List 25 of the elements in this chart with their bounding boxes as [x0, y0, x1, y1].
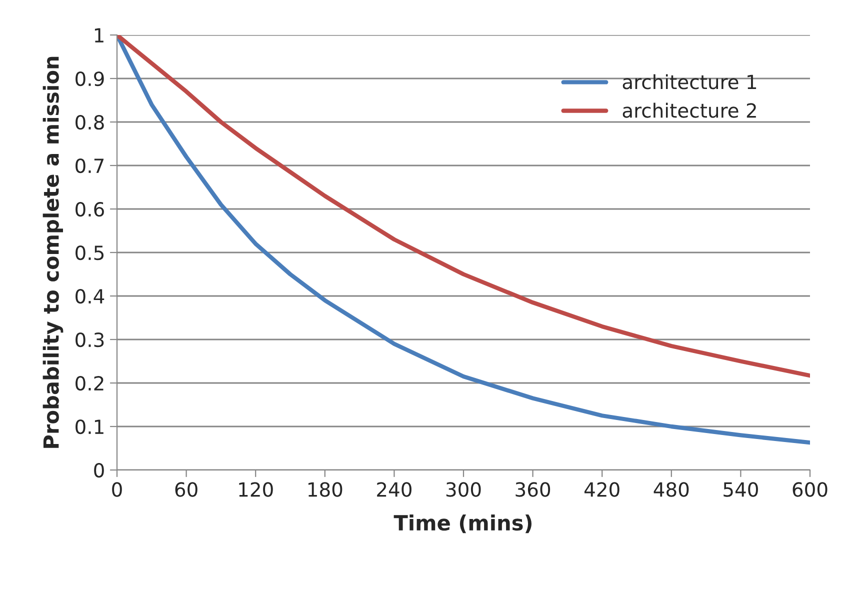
y-axis-title: Probability to complete a mission: [42, 56, 64, 448]
y-tick-label: 0: [94, 462, 104, 478]
x-tick-label: 360: [516, 482, 550, 497]
y-tick-label: 1: [94, 28, 104, 42]
y-tick-label: 0.6: [76, 202, 104, 217]
y-tick-label: 0.9: [76, 71, 104, 86]
y-tick-label: 0.3: [76, 332, 104, 348]
y-tick-label: 0.5: [76, 245, 104, 260]
y-tick-label: 0.8: [76, 114, 104, 130]
x-tick-label: 240: [377, 482, 412, 497]
x-tick-label: 120: [239, 482, 273, 497]
y-tick-label: 0.1: [76, 419, 104, 434]
x-tick-label: 0: [112, 482, 122, 497]
legend-label: architecture 2: [622, 102, 756, 118]
x-tick-label: 480: [654, 482, 689, 497]
x-tick-label: 600: [792, 482, 828, 497]
y-tick-label: 0.2: [76, 376, 104, 391]
x-axis-title: Time (mins): [394, 514, 532, 534]
x-tick-label: 540: [724, 482, 758, 497]
x-tick-label: 60: [175, 482, 198, 497]
x-tick-label: 300: [446, 482, 481, 497]
y-tick-label: 0.4: [76, 288, 104, 304]
x-tick-label: 420: [584, 482, 620, 497]
y-tick-label: 0.7: [76, 158, 104, 174]
x-tick-label: 180: [308, 482, 342, 497]
